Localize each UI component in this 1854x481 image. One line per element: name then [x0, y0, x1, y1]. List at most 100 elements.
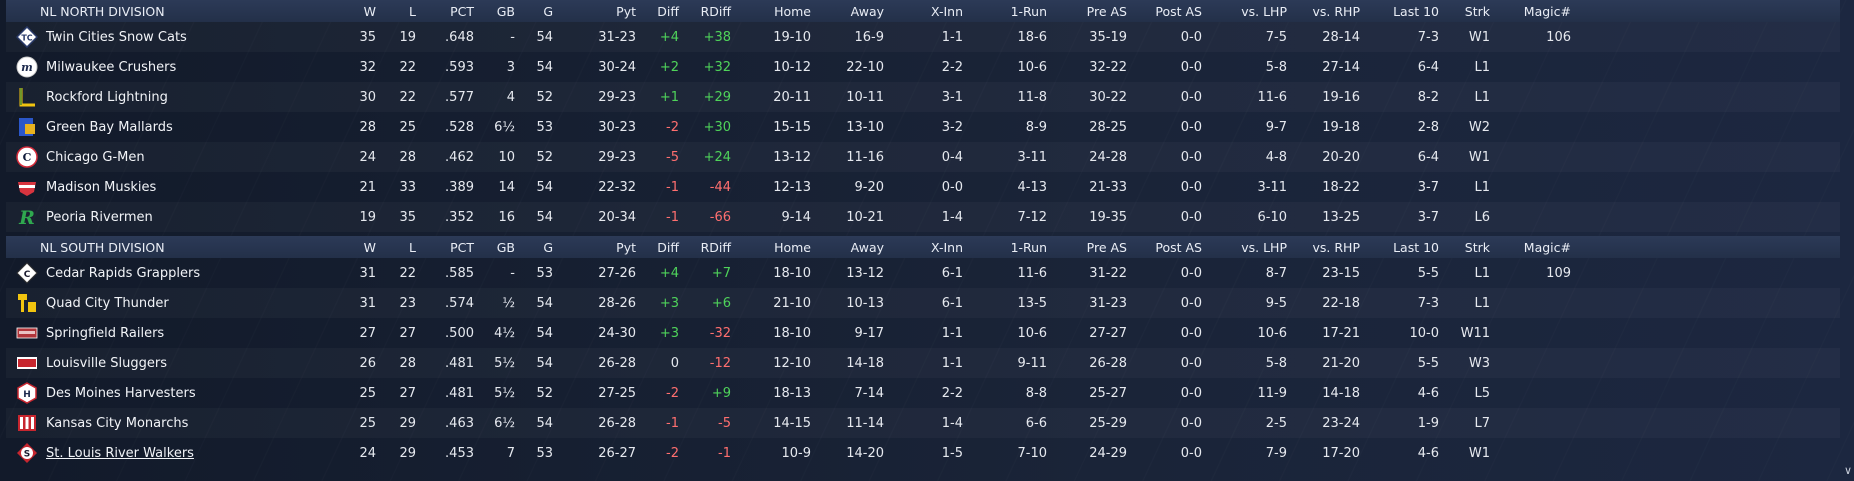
cell-xinn: 1-1: [941, 355, 963, 371]
column-header-home[interactable]: Home: [774, 239, 811, 255]
team-row[interactable]: S St. Louis River Walkers 24 29 .453 7 53 26-27…: [6, 438, 1840, 468]
team-row[interactable]: C Chicago G-Men 24 28 .462 10 52 29-23 -5 +24 13-1…: [6, 142, 1840, 172]
cell-w: 19: [359, 209, 376, 225]
column-header-away[interactable]: Away: [850, 3, 884, 19]
cell-preas: 24-28: [1089, 149, 1127, 165]
team-name[interactable]: Milwaukee Crushers: [46, 59, 177, 75]
cell-rdiff: -32: [709, 325, 731, 341]
team-name[interactable]: Springfield Railers: [46, 325, 165, 341]
team-name[interactable]: Quad City Thunder: [46, 295, 169, 311]
column-header-pct[interactable]: PCT: [450, 3, 474, 19]
cell-gb: 6½: [494, 119, 515, 135]
column-header-l[interactable]: L: [409, 3, 416, 19]
column-header-w[interactable]: W: [363, 239, 376, 255]
cell-gb: 7: [506, 445, 515, 461]
team-row[interactable]: TC Twin Cities Snow Cats 35 19 .648 - 54 31-23 +…: [6, 22, 1840, 52]
column-header-postas[interactable]: Post AS: [1155, 239, 1202, 255]
column-header-preas[interactable]: Pre AS: [1086, 239, 1127, 255]
team-row[interactable]: Louisville Sluggers 26 28 .481 5½ 54 26-28 0 -12…: [6, 348, 1840, 378]
column-header-diff[interactable]: Diff: [657, 239, 679, 255]
column-header-pyt[interactable]: Pyt: [616, 3, 636, 19]
column-header-preas[interactable]: Pre AS: [1086, 3, 1127, 19]
column-header-pyt[interactable]: Pyt: [616, 239, 636, 255]
team-row[interactable]: m Milwaukee Crushers 32 22 .593 3 54 30-24 +2 +32…: [6, 52, 1840, 82]
column-header-l[interactable]: L: [409, 239, 416, 255]
column-header-rdiff[interactable]: RDiff: [700, 239, 731, 255]
cell-l: 19: [399, 29, 416, 45]
team-row[interactable]: H Des Moines Harvesters 25 27 .481 5½ 52 27-25 -…: [6, 378, 1840, 408]
column-header-onerun[interactable]: 1-Run: [1010, 3, 1047, 19]
column-header-pct[interactable]: PCT: [450, 239, 474, 255]
cell-l: 29: [399, 415, 416, 431]
cell-w: 25: [359, 385, 376, 401]
cell-vslhp: 10-6: [1257, 325, 1287, 341]
cell-last10: 3-7: [1417, 209, 1439, 225]
column-header-last10[interactable]: Last 10: [1393, 3, 1439, 19]
team-row[interactable]: Rockford Lightning 30 22 .577 4 52 29-23 +1 +29 2…: [6, 82, 1840, 112]
cell-strk: L6: [1474, 209, 1490, 225]
cell-away: 14-20: [846, 445, 884, 461]
team-name[interactable]: Louisville Sluggers: [46, 355, 167, 371]
chevron-down-icon[interactable]: ∨: [1843, 464, 1852, 477]
team-name[interactable]: Green Bay Mallards: [46, 119, 173, 135]
cell-strk: L1: [1474, 89, 1490, 105]
team-row[interactable]: C Cedar Rapids Grapplers 31 22 .585 - 53 27-26 +…: [6, 258, 1840, 288]
team-name[interactable]: Peoria Rivermen: [46, 209, 153, 225]
cell-pyt: 28-26: [598, 295, 636, 311]
team-row[interactable]: Kansas City Monarchs 25 29 .463 6½ 54 26-28 -1 -…: [6, 408, 1840, 438]
team-row[interactable]: R Peoria Rivermen 19 35 .352 16 54 20-34 -1 -66 9-…: [6, 202, 1840, 232]
cell-vsrhp: 23-24: [1322, 415, 1360, 431]
column-header-away[interactable]: Away: [850, 239, 884, 255]
team-row[interactable]: Madison Muskies 21 33 .389 14 54 22-32 -1 -44 12-…: [6, 172, 1840, 202]
column-header-vsrhp[interactable]: vs. RHP: [1312, 239, 1360, 255]
cell-pct: .463: [445, 415, 474, 431]
column-header-g[interactable]: G: [543, 3, 553, 19]
column-header-vslhp[interactable]: vs. LHP: [1241, 3, 1287, 19]
column-header-gb[interactable]: GB: [496, 3, 515, 19]
cell-l: 23: [399, 295, 416, 311]
cell-l: 27: [399, 385, 416, 401]
team-name[interactable]: Cedar Rapids Grapplers: [46, 265, 201, 281]
column-header-home[interactable]: Home: [774, 3, 811, 19]
team-row[interactable]: Green Bay Mallards 28 25 .528 6½ 53 30-23 -2 +30…: [6, 112, 1840, 142]
column-header-w[interactable]: W: [363, 3, 376, 19]
team-name[interactable]: Twin Cities Snow Cats: [46, 29, 187, 45]
column-header-xinn[interactable]: X-Inn: [931, 3, 963, 19]
column-header-vslhp[interactable]: vs. LHP: [1241, 239, 1287, 255]
cell-pyt: 22-32: [598, 179, 636, 195]
column-header-xinn[interactable]: X-Inn: [931, 239, 963, 255]
team-name[interactable]: Madison Muskies: [46, 179, 157, 195]
team-name[interactable]: St. Louis River Walkers: [46, 445, 194, 461]
cell-gb: 16: [498, 209, 515, 225]
column-header-magic[interactable]: Magic#: [1523, 3, 1571, 19]
team-row[interactable]: Springfield Railers 27 27 .500 4½ 54 24-30 +3 -3…: [6, 318, 1840, 348]
column-header-last10[interactable]: Last 10: [1393, 239, 1439, 255]
column-header-onerun[interactable]: 1-Run: [1010, 239, 1047, 255]
column-header-gb[interactable]: GB: [496, 239, 515, 255]
cell-postas: 0-0: [1180, 179, 1202, 195]
cell-onerun: 11-6: [1017, 265, 1047, 281]
team-name[interactable]: Des Moines Harvesters: [46, 385, 196, 401]
column-header-rdiff[interactable]: RDiff: [700, 3, 731, 19]
column-header-vsrhp[interactable]: vs. RHP: [1312, 3, 1360, 19]
cell-vsrhp: 19-18: [1322, 119, 1360, 135]
cell-away: 10-13: [846, 295, 884, 311]
cell-xinn: 6-1: [941, 295, 963, 311]
team-name[interactable]: Kansas City Monarchs: [46, 415, 189, 431]
cell-diff: -2: [666, 445, 679, 461]
column-header-diff[interactable]: Diff: [657, 3, 679, 19]
column-header-postas[interactable]: Post AS: [1155, 3, 1202, 19]
cell-gb: 4½: [494, 325, 515, 341]
team-name[interactable]: Chicago G-Men: [46, 149, 145, 165]
cell-strk: L7: [1474, 415, 1490, 431]
division-header: NL NORTH DIVISION W L PCT GB G Pyt Diff RDiff Hom…: [6, 0, 1840, 22]
column-header-magic[interactable]: Magic#: [1523, 239, 1571, 255]
column-header-strk[interactable]: Strk: [1464, 239, 1490, 255]
cell-diff: -1: [666, 209, 679, 225]
column-header-strk[interactable]: Strk: [1464, 3, 1490, 19]
team-name[interactable]: Rockford Lightning: [46, 89, 168, 105]
cell-home: 21-10: [773, 295, 811, 311]
team-row[interactable]: Quad City Thunder 31 23 .574 ½ 54 28-26 +3 +6 21-…: [6, 288, 1840, 318]
column-header-g[interactable]: G: [543, 239, 553, 255]
cell-pct: .389: [445, 179, 474, 195]
